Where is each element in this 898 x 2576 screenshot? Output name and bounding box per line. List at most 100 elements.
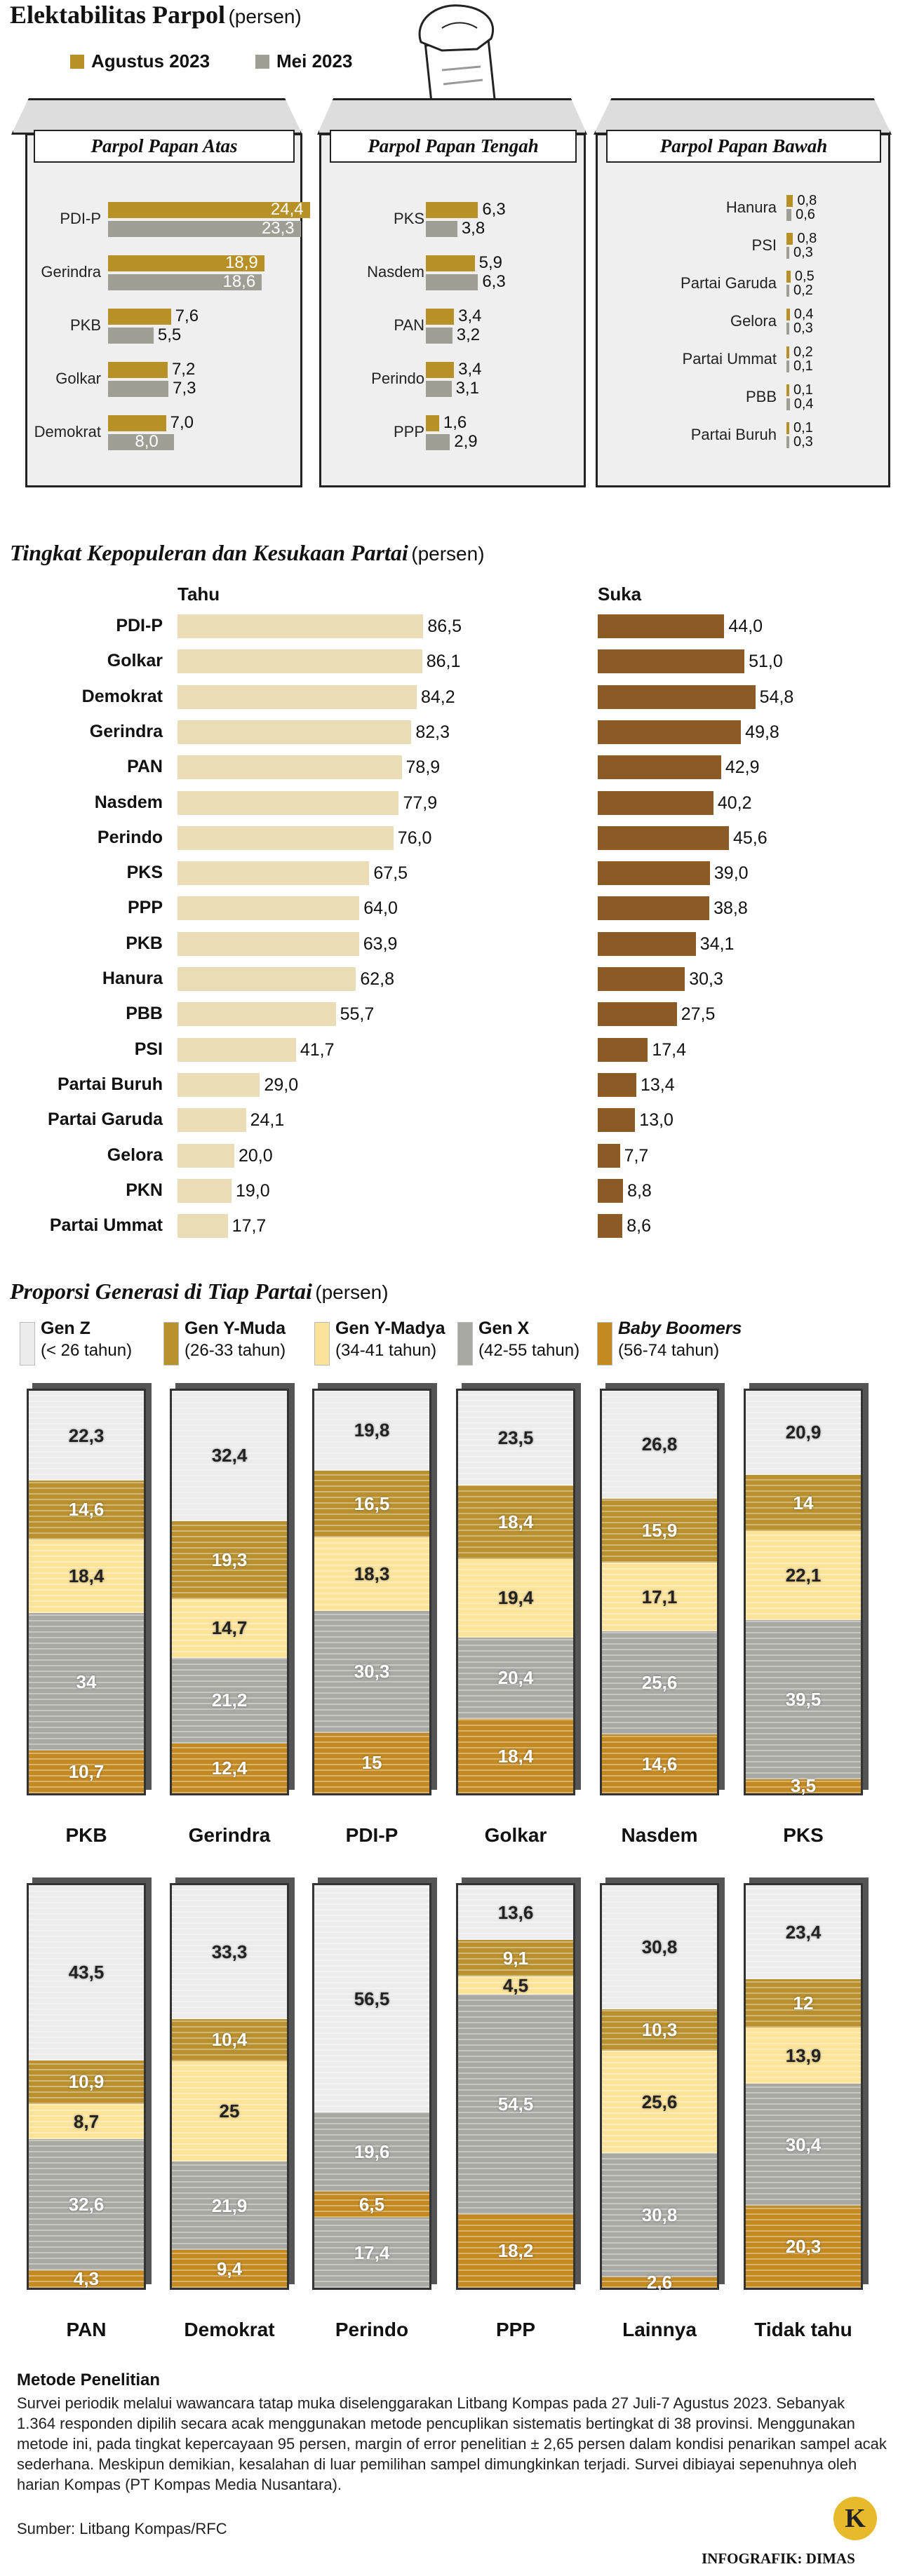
- gen-segment-value: 9,4: [216, 2258, 243, 2279]
- gen-segment-value: 16,5: [354, 1492, 390, 1514]
- gen-segment: 10,9: [29, 2060, 144, 2105]
- gen-segment-value: 20,3: [785, 2236, 822, 2258]
- gen-segment: 12: [746, 1979, 861, 2028]
- bar-tahu: [177, 1214, 228, 1239]
- gen-segment: 19,4: [458, 1559, 573, 1638]
- gen-segment: 15,9: [602, 1498, 717, 1563]
- gen-segment-value: 13,9: [785, 2044, 822, 2066]
- bar-tahu-value: 77,9: [403, 793, 438, 813]
- gen-segment-value: 26,8: [641, 1434, 678, 1455]
- gen-segment-value: 25,6: [641, 1672, 678, 1694]
- legend-range: (42-55 tahun): [478, 1341, 580, 1360]
- bar-suka: [598, 1072, 636, 1097]
- party-label: PAN: [127, 757, 163, 777]
- gen-segment-value: 22,1: [785, 1565, 822, 1586]
- party-label: Golkar: [55, 370, 101, 387]
- gen-segment-value: 54,5: [497, 2093, 534, 2115]
- bar-value: 0,3: [793, 434, 813, 450]
- bar-value: 6,3: [482, 200, 506, 219]
- bar-tahu: [177, 896, 360, 921]
- bar-tahu-value: 64,0: [363, 898, 398, 919]
- bar-suka: [598, 755, 721, 780]
- legend-range: (56-74 tahun): [618, 1341, 720, 1360]
- legend-range: (< 26 tahun): [41, 1341, 133, 1360]
- bar-mei: [426, 434, 450, 450]
- bar-value: 18,6: [222, 272, 256, 291]
- gen-segment-value: 17,1: [641, 1586, 678, 1607]
- gen-segment: 20,9: [746, 1391, 861, 1475]
- bar-tahu: [177, 1178, 232, 1203]
- bar-suka-value: 27,5: [681, 1004, 716, 1025]
- bar-suka-value: 30,3: [689, 969, 723, 989]
- bar-agustus: [786, 309, 790, 321]
- bar-value: 8,0: [135, 432, 159, 451]
- bar-suka: [598, 861, 710, 886]
- bar-suka-value: 49,8: [745, 722, 779, 742]
- gen-segment: 23,5: [458, 1391, 573, 1485]
- bar-suka-value: 13,4: [640, 1074, 675, 1095]
- gen-segment-value: 19,3: [211, 1549, 248, 1570]
- gen-segment: 26,8: [602, 1391, 717, 1499]
- party-label: Partai Garuda: [48, 1110, 163, 1130]
- gen-segment: 34: [29, 1613, 144, 1751]
- bar-suka-value: 51,0: [749, 652, 783, 672]
- bar-tahu: [177, 825, 394, 850]
- bar-suka: [598, 720, 742, 744]
- bar-value: 0,3: [793, 321, 813, 336]
- gen-segment-value: 12,4: [211, 1757, 248, 1779]
- bar-mei: [426, 221, 457, 237]
- bar-mei: [786, 436, 789, 448]
- gen-segment: 21,9: [172, 2162, 287, 2251]
- bar-agustus: [108, 202, 310, 218]
- bar-value: 5,9: [478, 253, 502, 272]
- gen-segment: 14,6: [602, 1734, 717, 1793]
- gen-segment: 20,4: [458, 1637, 573, 1720]
- section2-unit: (persen): [411, 543, 485, 565]
- bar-tahu-value: 20,0: [239, 1145, 273, 1166]
- gen-segment-value: 18,4: [497, 1745, 534, 1767]
- bar-value: 0,6: [796, 207, 815, 222]
- gen-segment-value: 32,6: [68, 2194, 105, 2216]
- bar-value: 0,4: [793, 396, 814, 412]
- bar-tahu-value: 55,7: [340, 1004, 375, 1025]
- section2-title: Tingkat Kepopuleran dan Kesukaan Partai: [10, 540, 408, 565]
- legend-agustus: Agustus 2023: [70, 50, 210, 72]
- party-label: Nasdem: [367, 263, 424, 281]
- gen-segment-value: 33,3: [211, 1941, 248, 1963]
- gen-segment: 18,4: [458, 1485, 573, 1560]
- gen-segment: 43,5: [29, 1885, 144, 2061]
- bar-value: 6,3: [482, 272, 506, 291]
- gen-segment-value: 30,3: [354, 1661, 390, 1683]
- bar-suka: [598, 1002, 677, 1027]
- bar-suka: [598, 614, 725, 638]
- bar-mei: [426, 274, 478, 290]
- bar-suka-value: 44,0: [728, 616, 763, 636]
- bar-mei: [426, 328, 453, 344]
- gen-segment: 25,6: [602, 2050, 717, 2154]
- bar-mei: [786, 398, 790, 410]
- bar-value: 0,3: [793, 245, 813, 260]
- legend-agustus-label: Agustus 2023: [91, 50, 210, 72]
- bar-suka-value: 34,1: [699, 933, 735, 954]
- section3-title-row: Proporsi Generasi di Tiap Partai (persen…: [10, 1279, 389, 1304]
- bar-suka-value: 38,8: [713, 898, 748, 919]
- party-name: Golkar: [484, 1824, 547, 1846]
- bar-tahu-value: 84,2: [421, 687, 455, 707]
- kompas-logo: K: [833, 2497, 877, 2540]
- gen-segment: 14,6: [29, 1481, 144, 1539]
- gen-segment-value: 30,4: [785, 2133, 822, 2155]
- bar-mei: [786, 285, 789, 297]
- gen-segment: 30,8: [602, 2153, 717, 2278]
- gen-segment: 15: [314, 1732, 429, 1793]
- bar-tahu: [177, 967, 356, 991]
- bar-suka-value: 8,8: [627, 1180, 652, 1201]
- gen-segment: 4,5: [458, 1975, 573, 1996]
- gen-segment: 14: [746, 1474, 861, 1532]
- bar-tahu-value: 29,0: [264, 1074, 299, 1095]
- bar-mei: [108, 381, 169, 397]
- gen-segment-value: 18,4: [68, 1565, 105, 1587]
- legend-name: Gen Y-Muda: [185, 1319, 286, 1338]
- party-name: Tidak tahu: [754, 2319, 852, 2340]
- bar-value: 0,1: [793, 358, 813, 374]
- party-label: Gerindra: [89, 721, 163, 741]
